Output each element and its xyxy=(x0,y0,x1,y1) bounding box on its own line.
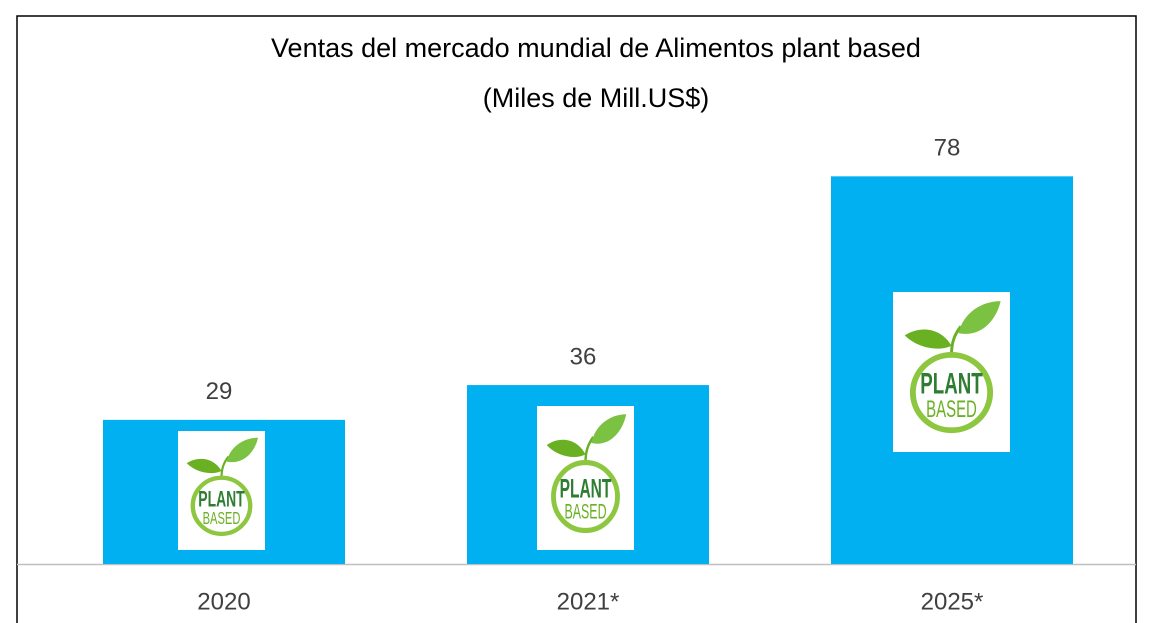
logo-text: PLANT xyxy=(198,486,245,511)
logo-leaf xyxy=(226,437,259,463)
logo-leaf xyxy=(958,301,1001,334)
logo-text: BASED xyxy=(926,397,977,423)
data-label: 36 xyxy=(570,343,597,370)
x-tick-label: 2021* xyxy=(557,588,620,615)
logo-text: PLANT xyxy=(560,473,612,504)
logo-leaf xyxy=(591,414,627,444)
chart-subtitle: (Miles de Mill.US$) xyxy=(483,83,710,113)
logo-leaf xyxy=(546,439,586,457)
logo-text: BASED xyxy=(564,499,606,523)
x-tick-label: 2025* xyxy=(921,588,984,615)
logo-leaf xyxy=(186,458,222,474)
logo-text: BASED xyxy=(203,510,241,529)
data-label: 29 xyxy=(206,378,233,405)
logo-text: PLANT xyxy=(920,368,982,400)
logo-ring xyxy=(190,475,253,536)
x-tick-label: 2020 xyxy=(197,588,250,615)
data-label: 78 xyxy=(934,135,961,162)
logo-ring xyxy=(551,460,620,534)
logo-ring xyxy=(909,352,994,434)
chart-title: Ventas del mercado mundial de Alimentos … xyxy=(271,33,921,63)
logo-leaf xyxy=(904,329,952,349)
